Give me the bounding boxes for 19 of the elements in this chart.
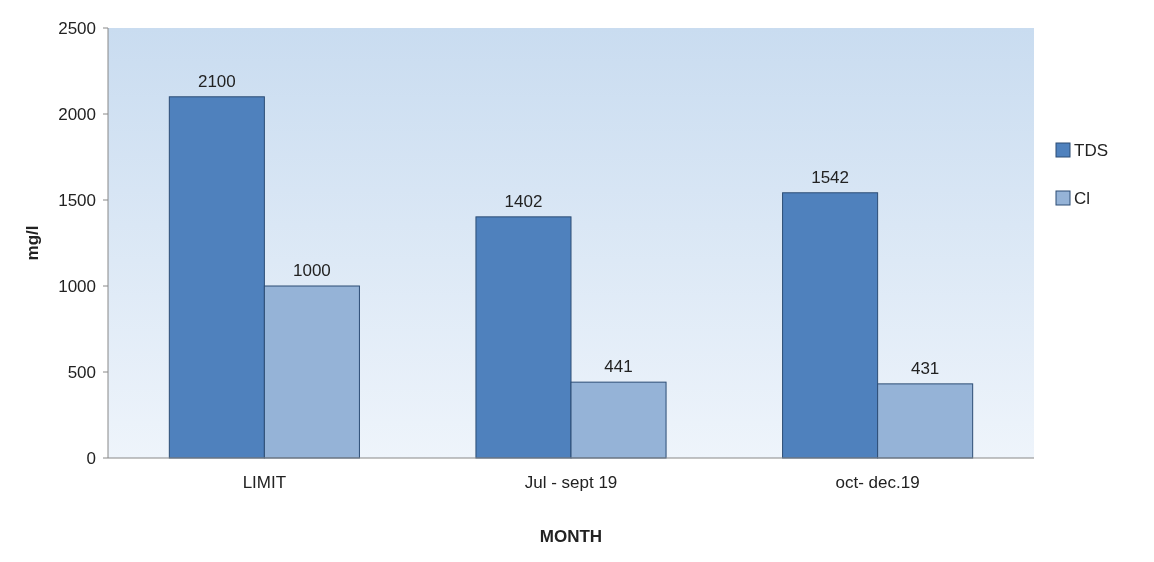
legend-label: Cl [1074,188,1091,208]
legend-label: TDS [1074,140,1108,160]
data-label: 2100 [197,71,236,91]
x-tick-label: oct- dec.19 [835,473,920,492]
x-tick-label: LIMIT [242,473,287,492]
y-tick-label: 1500 [58,190,96,210]
y-axis-title: mg/l [23,225,42,261]
y-tick-label: 2500 [58,18,96,38]
y-tick-label: 0 [86,448,96,468]
y-tick-label: 2000 [58,104,96,124]
y-tick-label: 1000 [58,276,96,296]
data-label: 441 [604,357,633,377]
y-tick-label: 500 [67,362,96,382]
data-label: 431 [910,358,940,378]
data-label: 1000 [292,261,331,280]
data-label: 1542 [811,167,850,187]
x-axis-title: MONTH [539,527,603,546]
data-label: 1402 [504,191,543,211]
x-tick-label: Jul - sept 19 [524,473,618,492]
